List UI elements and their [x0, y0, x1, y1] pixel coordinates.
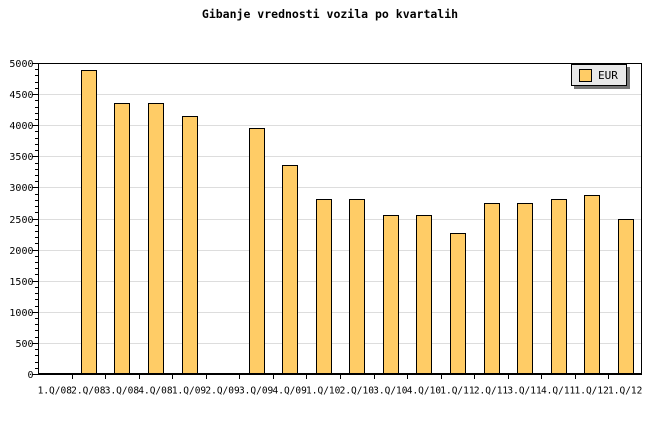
- legend-swatch-eur: [579, 68, 592, 82]
- bar-1.Q/10-8: [316, 199, 332, 375]
- bar-1.Q/12-17: [618, 219, 634, 375]
- bar-4.Q/11-15: [551, 199, 567, 375]
- bar-2.Q/10-9: [349, 199, 365, 375]
- bar-3.Q/11-14: [517, 203, 533, 375]
- y-axis-label: 3000: [9, 183, 33, 194]
- x-axis-label: 4.Q/11: [541, 386, 576, 397]
- y-axis-label: 1000: [9, 308, 33, 319]
- bar-2.Q/11-13: [484, 203, 500, 375]
- bar-3.Q/08-2: [114, 103, 130, 375]
- x-axis-label: 2.Q/09: [205, 386, 240, 397]
- y-axis-label: 0: [27, 370, 33, 381]
- legend-label: EUR: [598, 68, 618, 82]
- x-axis-label: 1.Q/11: [440, 386, 475, 397]
- x-axis-label: 1.Q/12: [608, 386, 642, 397]
- y-axis-label: 4000: [9, 121, 33, 132]
- x-axis-label: 3.Q/08: [105, 386, 140, 397]
- x-axis-label: 1.Q/08: [38, 386, 73, 397]
- bar-4.Q/10-11: [416, 215, 432, 375]
- x-axis-label: 2.Q/11: [474, 386, 509, 397]
- bar-3.Q/09-6: [249, 128, 265, 375]
- x-axis-label: 4.Q/10: [407, 386, 442, 397]
- x-axis-label: 4.Q/08: [138, 386, 173, 397]
- bar-4.Q/09-7: [282, 165, 298, 375]
- bar-1.Q/11-12: [450, 233, 466, 375]
- y-axis-label: 4500: [9, 90, 33, 101]
- x-axis-label: 2.Q/08: [71, 386, 106, 397]
- y-axis-label: 2500: [9, 215, 33, 226]
- bar-3.Q/10-10: [383, 215, 399, 375]
- y-axis-label: 3500: [9, 152, 33, 163]
- bar-1.Q/12-16: [584, 195, 600, 375]
- bar-2.Q/08-1: [81, 70, 97, 375]
- y-axis-label: 1500: [9, 277, 33, 288]
- bar-1.Q/09-4: [182, 116, 198, 375]
- bar-4.Q/08-3: [148, 103, 164, 375]
- x-axis-label: 1.Q/09: [172, 386, 207, 397]
- chart-title: Gibanje vrednosti vozila po kvartalih: [201, 7, 459, 21]
- y-axis-label: 500: [15, 339, 33, 350]
- legend: EUR: [571, 64, 627, 86]
- y-axis-label: 2000: [9, 246, 33, 257]
- x-axis-label: 4.Q/09: [273, 386, 308, 397]
- x-axis-label: 3.Q/11: [507, 386, 542, 397]
- x-axis-label: 2.Q/10: [340, 386, 375, 397]
- x-axis-label: 3.Q/10: [373, 386, 408, 397]
- x-axis-label: 1.Q/10: [306, 386, 341, 397]
- x-axis-label: 3.Q/09: [239, 386, 274, 397]
- y-axis-label: 5000: [9, 59, 33, 70]
- x-axis-label: 1.Q/12: [575, 386, 609, 397]
